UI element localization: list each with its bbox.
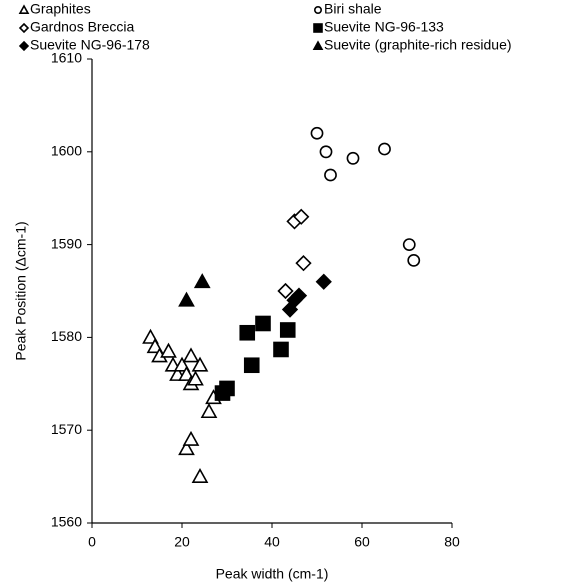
point — [191, 467, 209, 483]
point — [178, 440, 195, 456]
point — [279, 322, 296, 338]
point — [295, 255, 312, 272]
point — [346, 151, 360, 165]
y-tick-label: 1570 — [51, 421, 82, 437]
y-tick-label: 1600 — [51, 143, 82, 159]
x-tick-label: 0 — [88, 534, 96, 550]
point — [324, 168, 337, 182]
legend-label: Gardnos Breccia — [30, 19, 134, 35]
y-tick-label: 1610 — [51, 50, 82, 66]
point — [310, 126, 324, 140]
point — [378, 142, 391, 156]
point — [290, 287, 308, 304]
point — [293, 208, 310, 225]
x-tick-label: 20 — [174, 534, 190, 550]
x-axis-label: Peak width (cm-1) — [216, 566, 329, 582]
x-tick-label: 80 — [444, 534, 460, 550]
point — [160, 342, 177, 358]
y-tick-label: 1580 — [51, 328, 82, 344]
point — [219, 380, 235, 397]
point — [407, 253, 421, 267]
legend-marker — [18, 4, 30, 14]
legend-label: Biri shale — [324, 1, 382, 17]
y-axis-label: Peak Position (Δcm-1) — [13, 221, 29, 360]
point — [191, 356, 209, 372]
point — [243, 357, 260, 374]
point — [273, 341, 289, 358]
y-tick-label: 1590 — [51, 235, 82, 251]
point — [239, 324, 256, 341]
x-tick-label: 40 — [264, 534, 280, 550]
legend-label: Graphites — [30, 1, 91, 17]
legend-label: Suevite NG-96-178 — [30, 37, 150, 53]
point — [200, 402, 218, 419]
point — [187, 370, 204, 386]
legend-marker — [18, 22, 30, 34]
point — [315, 273, 332, 290]
legend-marker — [18, 40, 30, 52]
legend-marker — [313, 23, 323, 33]
point — [255, 315, 271, 332]
legend-label: Suevite NG-96-133 — [324, 19, 444, 35]
legend-marker — [312, 40, 324, 50]
legend-marker — [313, 6, 322, 15]
point — [178, 291, 195, 307]
point — [319, 145, 333, 159]
legend-label: Suevite (graphite-rich residue) — [324, 37, 512, 53]
point — [193, 273, 211, 289]
point — [277, 282, 294, 300]
point — [182, 430, 200, 446]
y-tick-label: 1560 — [51, 514, 82, 530]
point — [182, 347, 200, 363]
x-tick-label: 60 — [354, 534, 370, 550]
point — [402, 238, 416, 251]
